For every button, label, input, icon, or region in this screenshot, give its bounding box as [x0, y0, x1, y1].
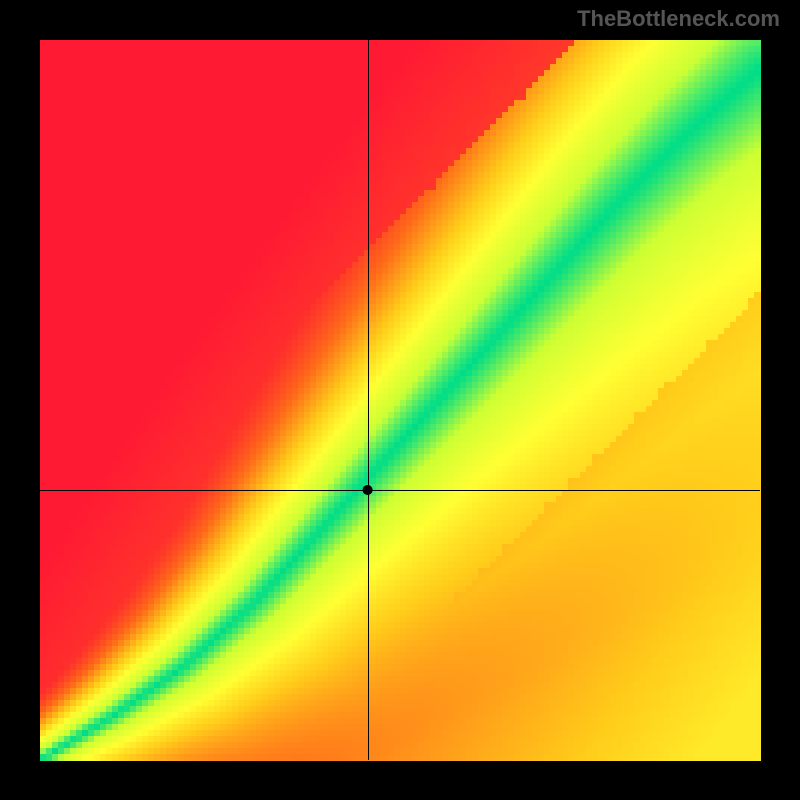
bottleneck-heatmap [0, 0, 800, 800]
chart-container: TheBottleneck.com [0, 0, 800, 800]
watermark-text: TheBottleneck.com [577, 6, 780, 32]
